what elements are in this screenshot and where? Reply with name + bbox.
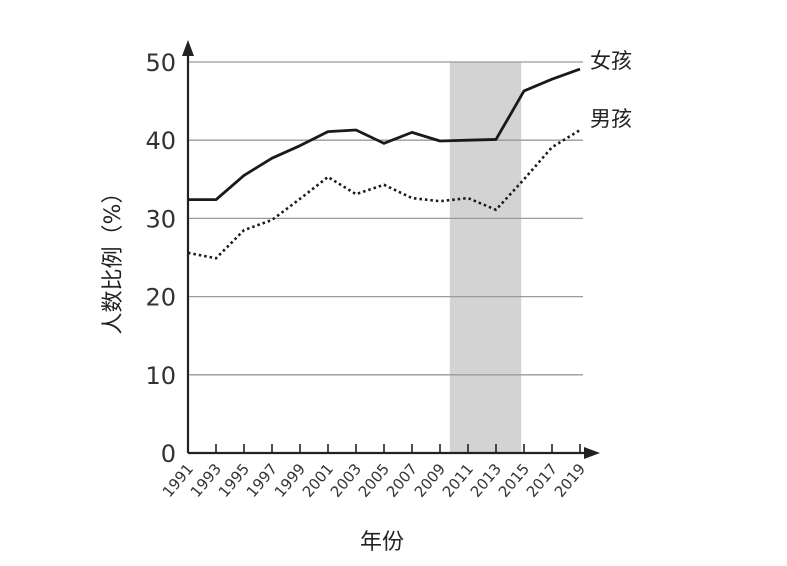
x-tick-label: 2005 [355,460,393,501]
x-tick-label: 1997 [243,460,281,501]
x-axis-arrow-icon [584,447,600,459]
x-tick-label: 2017 [523,460,561,501]
shaded-period [449,62,522,453]
x-tick-label: 1999 [271,460,309,501]
x-tick-label: 1993 [187,460,225,501]
series-line-boys [187,128,581,260]
y-tick-label: 40 [145,127,176,155]
series-lines [187,67,581,260]
y-tick-label: 50 [145,49,176,77]
series-line-girls [188,67,581,202]
gridlines [188,61,583,376]
x-tick-label: 2011 [439,460,477,501]
y-axis-arrow-icon [182,40,194,56]
y-tick-labels: 0 10 20 30 40 50 [145,49,176,468]
x-tick-label: 2019 [551,460,589,501]
x-tick-label: 2015 [495,460,533,501]
y-axis-title: 人数比例（%） [101,182,126,335]
x-tick-label: 2009 [411,460,449,501]
x-tick-label: 2001 [299,460,337,501]
y-tick-label: 0 [161,440,176,468]
x-axis-title: 年份 [360,530,404,555]
x-tick-label: 2003 [327,460,365,501]
y-tick-label: 10 [145,362,176,390]
x-tick-label: 1995 [215,460,253,501]
shaded-region [449,62,522,453]
x-tick-label: 2007 [383,460,421,501]
y-tick-label: 20 [145,284,176,312]
axes [182,40,600,459]
series-label-boys: 男孩 [590,107,632,131]
x-tick-label: 2013 [467,460,505,501]
y-tick-label: 30 [145,205,176,233]
series-label-girls: 女孩 [590,49,632,73]
